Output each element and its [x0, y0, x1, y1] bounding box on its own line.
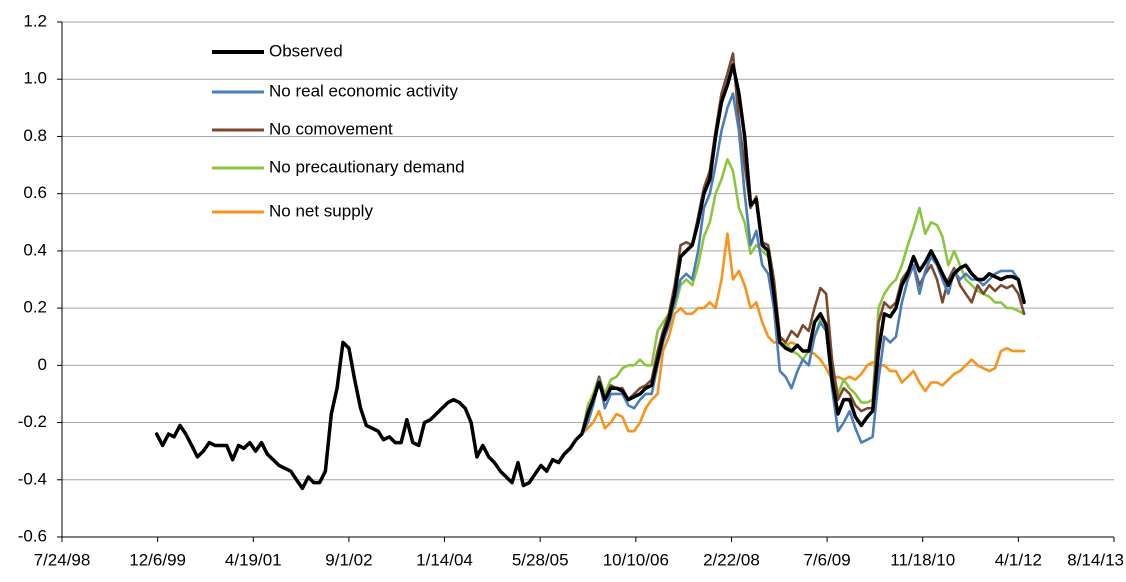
x-tick-label: 9/1/02 [325, 550, 372, 569]
y-tick-label: 0.4 [23, 240, 47, 259]
y-tick-label: 0.6 [23, 183, 47, 202]
x-tick-label: 2/22/08 [703, 550, 760, 569]
y-tick-label: 1.0 [23, 69, 47, 88]
y-tick-label: 0.8 [23, 126, 47, 145]
legend-label: No precautionary demand [269, 157, 465, 176]
y-tick-label: 0.2 [23, 298, 47, 317]
legend-label: No comovement [269, 119, 393, 138]
y-tick-label: 1.2 [23, 11, 47, 30]
x-tick-label: 7/24/98 [34, 550, 91, 569]
y-tick-label: -0.4 [18, 469, 47, 488]
x-tick-label: 7/6/09 [803, 550, 850, 569]
x-tick-label: 8/14/13 [1067, 550, 1124, 569]
y-tick-label: -0.6 [18, 526, 47, 545]
legend-label: No net supply [269, 201, 373, 220]
x-tick-label: 4/1/12 [995, 550, 1042, 569]
y-tick-label: 0 [38, 355, 47, 374]
y-tick-label: -0.2 [18, 412, 47, 431]
series-line [580, 232, 1026, 436]
series-line [580, 52, 1026, 436]
series-line [154, 63, 1026, 491]
x-tick-label: 10/10/06 [603, 550, 669, 569]
legend-label: No real economic activity [269, 81, 458, 100]
x-tick-label: 5/28/05 [512, 550, 569, 569]
x-tick-label: 12/6/99 [129, 550, 186, 569]
legend-label: Observed [269, 41, 343, 60]
x-tick-label: 4/19/01 [225, 550, 282, 569]
x-tick-label: 1/14/04 [416, 550, 473, 569]
x-tick-label: 11/18/10 [890, 550, 955, 569]
